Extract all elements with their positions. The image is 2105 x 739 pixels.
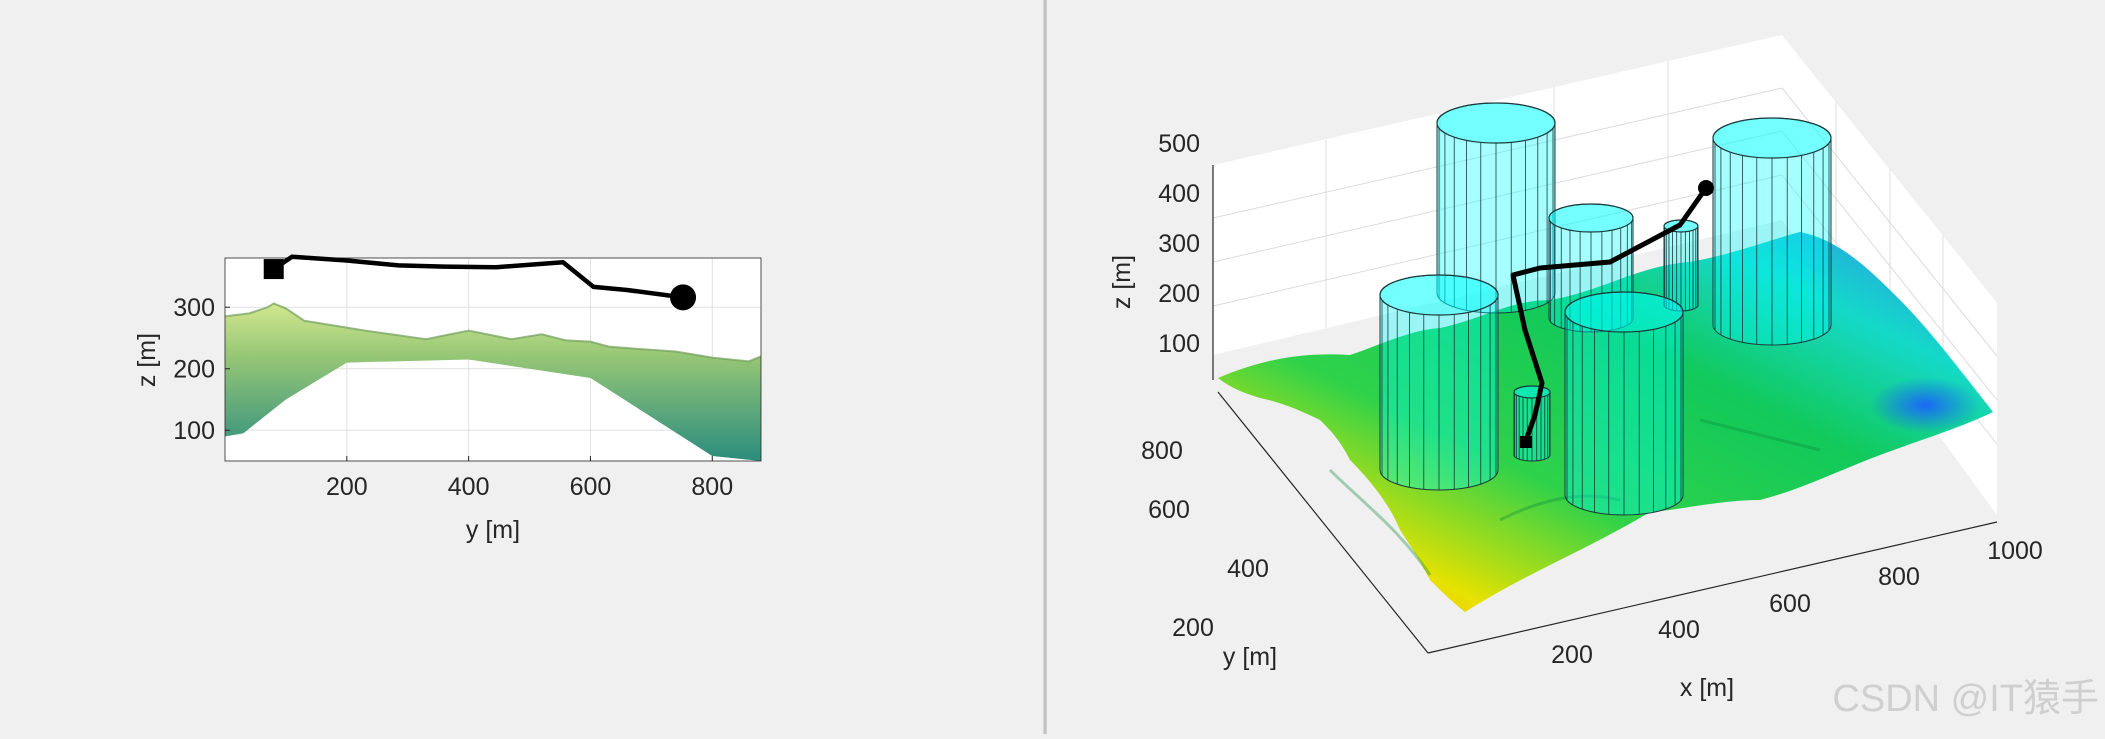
x-tick-label: 800 [691, 473, 733, 501]
y-axis-label: z [m] [133, 333, 161, 387]
path-end-marker-3d [1698, 180, 1714, 196]
y-tick-label-3d: 800 [1141, 437, 1183, 465]
z-tick-label: 500 [1158, 130, 1200, 158]
y-tick-label-3d: 600 [1148, 496, 1190, 524]
terrain-surface [225, 303, 761, 461]
right-figure: 100 200 300 400 500 200 400 600 800 200 400 600 800 1… [1047, 0, 2105, 734]
panel-divider[interactable] [1043, 0, 1047, 734]
cylinder-top [1548, 203, 1634, 233]
obstacle-cylinders [1379, 102, 1832, 516]
obstacle-cylinder [1564, 291, 1684, 516]
side-view-chart: 200 400 600 800 100 200 300 y [m] z [m] [133, 254, 762, 544]
back-wall-left [1213, 35, 1782, 355]
axis-ticks: 200 400 600 800 100 200 300 [173, 294, 733, 501]
y-tick-label-3d: 200 [1172, 614, 1214, 642]
z-tick-label: 300 [1158, 230, 1200, 258]
y-tick-label: 200 [173, 356, 215, 384]
cylinder-top [1436, 102, 1556, 144]
left-figure: 200 400 600 800 100 200 300 y [m] z [m] [0, 0, 1043, 734]
cylinder-top [1379, 274, 1499, 316]
x-axis-label: y [m] [466, 516, 520, 544]
x-tick-label: 200 [326, 473, 368, 501]
path-start-marker-3d [1520, 436, 1532, 448]
x-tick-label: 400 [448, 473, 490, 501]
axis-lines [1212, 165, 1998, 654]
obstacle-cylinder [1548, 203, 1634, 333]
y-tick-label: 300 [173, 294, 215, 322]
y-tick-label: 100 [173, 417, 215, 445]
path-end-marker [670, 284, 697, 311]
y-tick-label-3d: 400 [1227, 555, 1269, 583]
path-start-marker [263, 259, 284, 280]
flight-path-line [272, 254, 684, 300]
x-tick-label-3d: 800 [1878, 563, 1920, 591]
cylinder-top [1513, 385, 1551, 399]
z-tick-label: 200 [1158, 280, 1200, 308]
cylinder-top [1564, 291, 1684, 333]
terrain-surface [1218, 232, 1993, 612]
watermark-text: CSDN @IT猿手 [1832, 678, 2099, 720]
axis-ticks: 100 200 300 400 500 200 400 600 800 200 400 600 800 1… [1141, 130, 2043, 669]
3d-view-chart: 100 200 300 400 500 200 400 600 800 200 400 600 800 1… [1108, 35, 2043, 702]
x-tick-label-3d: 1000 [1987, 537, 2043, 565]
x-tick-label-3d: 200 [1551, 641, 1593, 669]
x-axis-label-3d: x [m] [1680, 674, 1734, 702]
terrain-low-spot [1870, 377, 1980, 433]
obstacle-cylinder [1436, 102, 1556, 314]
axes-box [224, 257, 762, 462]
terrain-ridge [225, 302, 761, 363]
y-axis-label-3d: y [m] [1223, 643, 1277, 671]
flight-path-3d [1510, 186, 1709, 444]
z-tick-label: 400 [1158, 180, 1200, 208]
z-tick-label: 100 [1158, 330, 1200, 358]
x-tick-label-3d: 400 [1658, 616, 1700, 644]
z-axis-label: z [m] [1108, 255, 1136, 309]
cylinder-top [1712, 117, 1832, 159]
obstacle-cylinder [1379, 274, 1499, 491]
terrain-ridge-shadow [1328, 418, 1821, 576]
obstacle-cylinder [1663, 219, 1699, 312]
x-tick-label-3d: 600 [1769, 590, 1811, 618]
obstacle-cylinder [1712, 117, 1832, 346]
x-tick-label: 600 [570, 473, 612, 501]
